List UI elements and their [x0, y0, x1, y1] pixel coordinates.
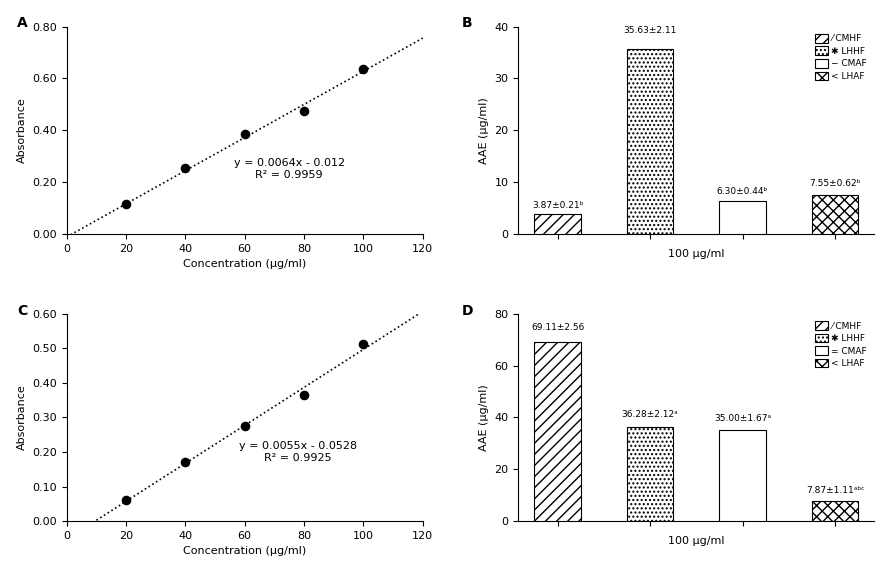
Point — [119, 495, 133, 504]
Text: 3.87±0.21ᵇ: 3.87±0.21ᵇ — [532, 201, 584, 210]
Point — [297, 106, 311, 115]
Point — [119, 199, 133, 209]
Bar — [719, 201, 765, 234]
Point — [238, 422, 252, 431]
Point — [178, 163, 192, 172]
X-axis label: 100 μg/ml: 100 μg/ml — [668, 536, 724, 546]
Text: 7.55±0.62ᵇ: 7.55±0.62ᵇ — [809, 179, 861, 189]
Bar — [535, 342, 581, 521]
Text: 69.11±2.56: 69.11±2.56 — [531, 323, 584, 332]
Y-axis label: AAE (μg/ml): AAE (μg/ml) — [478, 97, 489, 164]
Point — [356, 339, 371, 348]
Bar — [812, 195, 858, 234]
Y-axis label: Absorbance: Absorbance — [17, 384, 27, 450]
Bar — [535, 214, 581, 234]
Text: 6.30±0.44ᵇ: 6.30±0.44ᵇ — [717, 187, 768, 196]
X-axis label: Concentration (μg/ml): Concentration (μg/ml) — [184, 259, 307, 269]
Text: y = 0.0064x - 0.012
R² = 0.9959: y = 0.0064x - 0.012 R² = 0.9959 — [233, 158, 345, 180]
Text: 7.87±1.11ᵃᵇᶜ: 7.87±1.11ᵃᵇᶜ — [805, 486, 864, 494]
Text: 35.63±2.11: 35.63±2.11 — [624, 26, 677, 36]
Text: y = 0.0055x - 0.0528
R² = 0.9925: y = 0.0055x - 0.0528 R² = 0.9925 — [239, 441, 357, 463]
Point — [238, 129, 252, 139]
Text: D: D — [462, 304, 473, 317]
Text: B: B — [462, 17, 472, 30]
Text: C: C — [17, 304, 27, 317]
Y-axis label: Absorbance: Absorbance — [17, 97, 27, 163]
Y-axis label: AAE (μg/ml): AAE (μg/ml) — [478, 384, 489, 451]
Bar — [812, 501, 858, 521]
Legend: ⁄ CMHF, ✱ LHHF, = CMAF, < LHAF: ⁄ CMHF, ✱ LHHF, = CMAF, < LHAF — [813, 319, 870, 371]
Bar — [719, 430, 765, 521]
Bar — [627, 49, 674, 234]
Text: 35.00±1.67ᵃ: 35.00±1.67ᵃ — [714, 414, 771, 423]
Point — [297, 390, 311, 399]
Point — [356, 65, 371, 74]
Text: A: A — [17, 17, 28, 30]
Text: 36.28±2.12ᵃ: 36.28±2.12ᵃ — [622, 410, 678, 418]
Point — [178, 457, 192, 466]
X-axis label: Concentration (μg/ml): Concentration (μg/ml) — [184, 546, 307, 556]
X-axis label: 100 μg/ml: 100 μg/ml — [668, 249, 724, 259]
Bar — [627, 427, 674, 521]
Legend: ⁄ CMHF, ✱ LHHF, − CMAF, < LHAF: ⁄ CMHF, ✱ LHHF, − CMAF, < LHAF — [813, 31, 870, 84]
